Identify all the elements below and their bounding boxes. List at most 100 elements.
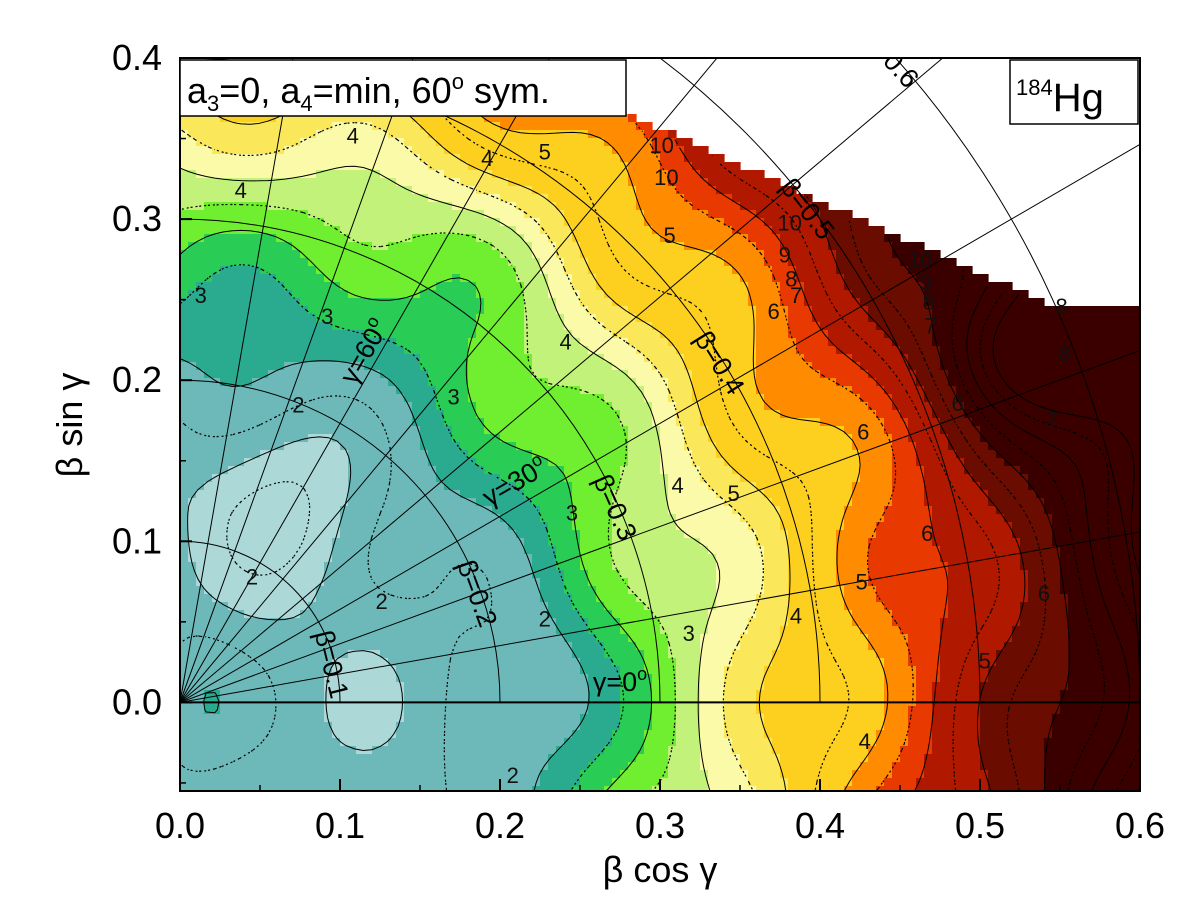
energy-cell	[268, 458, 277, 467]
energy-cell	[180, 682, 189, 691]
energy-cell	[532, 410, 541, 419]
energy-cell	[636, 594, 645, 603]
energy-cell	[468, 122, 477, 131]
energy-cell	[380, 554, 389, 563]
energy-cell	[356, 650, 365, 659]
energy-cell	[540, 666, 549, 675]
energy-cell	[276, 498, 285, 507]
energy-cell	[348, 186, 357, 195]
energy-cell	[532, 434, 541, 443]
energy-cell	[180, 266, 189, 275]
energy-cell	[524, 354, 533, 363]
energy-cell	[580, 274, 589, 283]
energy-cell	[300, 154, 309, 163]
energy-cell	[524, 626, 533, 635]
energy-cell	[404, 338, 413, 347]
energy-cell	[636, 474, 645, 483]
energy-cell	[500, 298, 509, 307]
energy-cell	[460, 466, 469, 475]
energy-cell	[644, 634, 653, 643]
energy-cell	[308, 322, 317, 331]
energy-cell	[308, 642, 317, 651]
energy-cell	[260, 330, 269, 339]
energy-cell	[324, 354, 333, 363]
energy-cell	[236, 642, 245, 651]
energy-cell	[284, 354, 293, 363]
energy-cell	[340, 410, 349, 419]
energy-cell	[308, 242, 317, 251]
energy-cell	[236, 258, 245, 267]
energy-cell	[292, 706, 301, 715]
energy-cell	[548, 314, 557, 323]
energy-cell	[468, 578, 477, 587]
energy-cell	[612, 202, 621, 211]
energy-cell	[556, 354, 565, 363]
energy-cell	[436, 482, 445, 491]
energy-cell	[572, 466, 581, 475]
energy-cell	[452, 354, 461, 363]
energy-cell	[412, 506, 421, 515]
energy-cell	[220, 122, 229, 131]
energy-cell	[324, 778, 333, 787]
energy-cell	[260, 114, 269, 123]
energy-cell	[380, 730, 389, 739]
energy-cell	[468, 682, 477, 691]
energy-cell	[588, 610, 597, 619]
energy-cell	[212, 274, 221, 283]
energy-cell	[604, 138, 613, 147]
energy-cell	[604, 546, 613, 555]
energy-cell	[444, 786, 453, 791]
energy-cell	[524, 730, 533, 739]
energy-cell	[484, 186, 493, 195]
energy-cell	[252, 130, 261, 139]
energy-cell	[276, 658, 285, 667]
energy-cell	[412, 130, 421, 139]
energy-cell	[508, 562, 517, 571]
energy-cell	[612, 354, 621, 363]
energy-cell	[524, 578, 533, 587]
energy-cell	[332, 298, 341, 307]
energy-cell	[324, 162, 333, 171]
energy-cell	[220, 562, 229, 571]
energy-cell	[244, 490, 253, 499]
energy-cell	[260, 538, 269, 547]
energy-cell	[340, 490, 349, 499]
energy-cell	[508, 450, 517, 459]
energy-cell	[548, 266, 557, 275]
energy-cell	[588, 442, 597, 451]
energy-cell	[228, 370, 237, 379]
energy-cell	[612, 650, 621, 659]
energy-cell	[588, 594, 597, 603]
energy-cell	[364, 714, 373, 723]
energy-cell	[628, 490, 637, 499]
energy-cell	[396, 682, 405, 691]
energy-cell	[532, 786, 541, 791]
energy-cell	[316, 490, 325, 499]
energy-cell	[204, 242, 213, 251]
energy-cell	[420, 114, 429, 123]
energy-cell	[604, 458, 613, 467]
energy-cell	[252, 570, 261, 579]
energy-cell	[380, 522, 389, 531]
energy-cell	[548, 634, 557, 643]
energy-cell	[556, 162, 565, 171]
energy-cell	[324, 738, 333, 747]
energy-cell	[540, 186, 549, 195]
energy-cell	[500, 562, 509, 571]
energy-cell	[452, 770, 461, 779]
energy-cell	[324, 130, 333, 139]
energy-cell	[524, 138, 533, 147]
energy-cell	[380, 762, 389, 771]
energy-cell	[292, 586, 301, 595]
energy-cell	[508, 746, 517, 755]
energy-cell	[236, 674, 245, 683]
energy-cell	[308, 154, 317, 163]
energy-cell	[444, 362, 453, 371]
energy-cell	[188, 314, 197, 323]
energy-cell	[436, 202, 445, 211]
energy-cell	[620, 250, 629, 259]
energy-cell	[252, 626, 261, 635]
energy-cell	[620, 210, 629, 219]
energy-cell	[276, 506, 285, 515]
energy-cell	[372, 194, 381, 203]
